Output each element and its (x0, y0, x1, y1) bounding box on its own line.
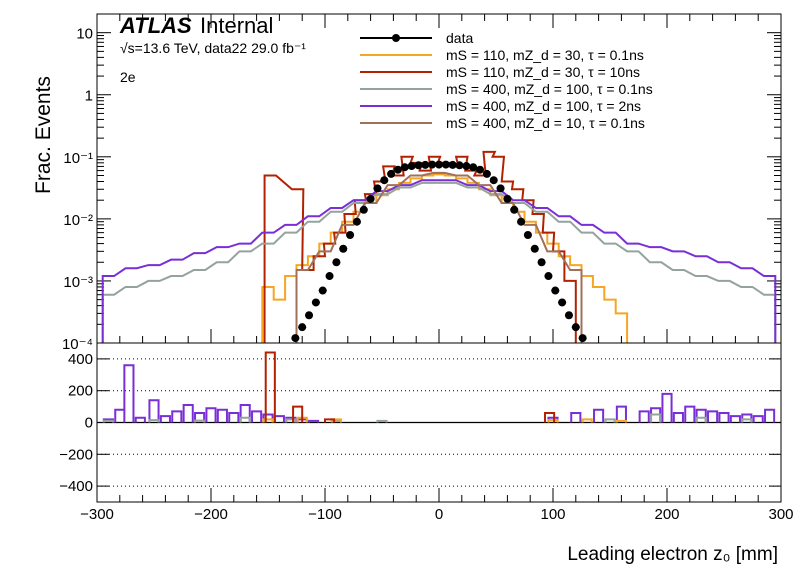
legend-entry: mS = 110, mZ_d = 30, τ = 0.1ns (446, 47, 644, 63)
data-point (503, 194, 512, 203)
legend-entry: mS = 400, mZ_d = 10, τ = 0.1ns (446, 115, 645, 131)
y-tick-label: 10⁻⁴ (62, 336, 93, 353)
y-tick-label: 1 (85, 88, 93, 105)
x-tick-label: −300 (80, 506, 114, 523)
y-tick-label: 10⁻¹ (63, 150, 93, 167)
data-point (380, 176, 389, 185)
x-tick-label: 200 (654, 506, 679, 523)
data-point (448, 160, 457, 169)
legend-entry: mS = 110, mZ_d = 30, τ = 10ns (446, 64, 640, 80)
y-tick-label: 10⁻³ (63, 274, 93, 291)
atlas-label: ATLAS (119, 13, 192, 38)
main-plot-frame (96, 13, 782, 344)
data-point (400, 163, 409, 172)
energy-label: √s=13.6 TeV, data22 29.0 fb⁻¹ (120, 40, 306, 56)
x-tick-label: 100 (540, 506, 565, 523)
data-point (387, 169, 396, 178)
x-tick-label: 300 (768, 506, 793, 523)
ratio-y-tick-label: 0 (85, 415, 93, 432)
data-point (421, 160, 430, 169)
ratio-y-tick-label: 200 (68, 383, 93, 400)
y-tick-label: 10⁻² (63, 212, 93, 229)
data-point (469, 163, 478, 172)
data-point (373, 184, 382, 193)
data-point (346, 230, 355, 239)
x-axis-label: Leading electron z₀ [mm] (567, 544, 778, 565)
data-point (407, 162, 416, 171)
data-point (523, 230, 532, 239)
internal-label: Internal (200, 13, 273, 38)
data-point (393, 165, 402, 174)
data-point (435, 160, 443, 169)
data-point (291, 334, 300, 343)
legend-entry: data (446, 30, 473, 46)
data-point (359, 205, 368, 214)
data-point (332, 258, 341, 267)
x-tick-label: 0 (435, 506, 443, 523)
ratio-y-tick-label: −200 (59, 446, 93, 463)
legend-entry: mS = 400, mZ_d = 100, τ = 2ns (446, 98, 641, 114)
channel-label: 2e (120, 69, 136, 85)
data-point (510, 205, 519, 214)
data-point (476, 165, 485, 174)
data-point (571, 323, 580, 332)
ratio-y-tick-label: −400 (59, 478, 93, 495)
data-point (489, 176, 498, 185)
data-point (414, 161, 423, 170)
ratio-y-tick-label: 400 (68, 351, 93, 368)
ratio-series-0 (102, 364, 776, 423)
data-point (339, 244, 348, 253)
legend-entry: mS = 400, mZ_d = 100, τ = 0.1ns (446, 81, 653, 97)
data-point (517, 217, 526, 226)
data-point (325, 272, 334, 281)
ratio-plot-panel: −300 −200 −100 0 100 200 300 −400 −200 0 200 400 (59, 342, 794, 523)
data-point (298, 323, 307, 332)
data-point (441, 160, 450, 169)
data-point (530, 244, 539, 253)
data-point (551, 286, 560, 295)
series-hist-1 (261, 173, 629, 343)
data-point (462, 162, 471, 171)
data-point (366, 194, 375, 203)
data-point (558, 298, 567, 307)
data-point (352, 217, 361, 226)
data-point (578, 334, 587, 343)
legend-marker (392, 34, 400, 42)
data-point (318, 286, 327, 295)
x-tick-label: −100 (308, 506, 342, 523)
data-point (455, 161, 464, 170)
series-hist-3 (101, 181, 777, 343)
series-hist-5 (295, 171, 583, 343)
ratio-series-1 (102, 413, 753, 423)
y-tick-label: 10 (76, 26, 93, 43)
data-point (564, 311, 573, 320)
data-point (537, 258, 546, 267)
data-point (305, 311, 314, 320)
y-axis-label: Frac. Events (32, 76, 55, 194)
data-point (428, 160, 437, 169)
data-point (482, 169, 491, 178)
data-point (311, 298, 320, 307)
x-tick-label: −200 (194, 506, 228, 523)
series-hist-4 (101, 179, 777, 343)
data-point (496, 184, 505, 193)
main-plot-panel: 10⁻⁴ 10⁻³ 10⁻² 10⁻¹ 1 10 (62, 13, 782, 353)
ratio-series-3 (264, 351, 556, 423)
data-point (544, 272, 553, 281)
